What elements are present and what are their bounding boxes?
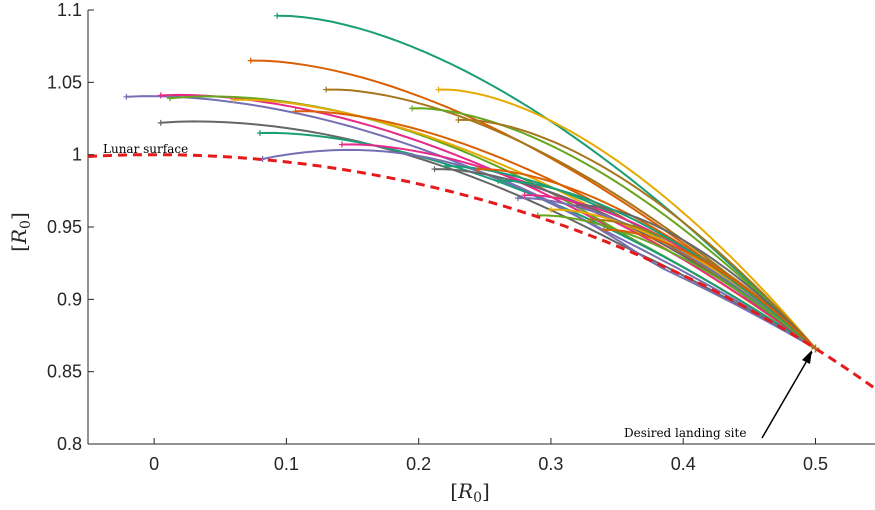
trajectory-line: [603, 228, 817, 350]
x-tick-label: 0.5: [803, 454, 828, 474]
trajectory-start-marker: [292, 108, 299, 115]
trajectory-start-marker: [409, 105, 416, 112]
trajectory-start-marker: [435, 86, 442, 93]
trajectory-start-marker: [157, 92, 164, 99]
lunar-surface-label: Lunar surface: [103, 142, 188, 156]
trajectory-start-marker: [587, 216, 594, 223]
trajectory-line: [160, 120, 817, 350]
trajectory-start-marker: [431, 166, 438, 173]
y-tick-label: 1: [72, 145, 82, 165]
axis-ticks: 0 0.1 0.2 0.3 0.4 0.5 0.8 0.85 0.9 0.95 1 1.05 1.1: [47, 0, 828, 474]
trajectory-line: [412, 107, 817, 350]
landing-site-arrow-line: [761, 351, 813, 439]
trajectory-start-marker: [600, 226, 607, 233]
annotations: Lunar surface Desired landing site: [103, 142, 813, 440]
x-tick-label: 0.4: [671, 454, 696, 474]
trajectory-start-marker: [247, 57, 254, 64]
x-tick-label: 0: [149, 454, 159, 474]
trajectory-start-marker: [442, 163, 449, 170]
y-tick-label: 1.05: [47, 72, 82, 92]
y-tick-label: 1.1: [57, 0, 82, 20]
trajectory-start-marker: [157, 119, 164, 126]
trajectory-start-marker: [455, 116, 462, 123]
trajectory-series: [123, 12, 817, 350]
y-tick-label: 0.95: [47, 217, 82, 237]
trajectory-line: [438, 88, 817, 350]
y-axis-label: [R0]: [7, 212, 34, 252]
trajectory-line: [458, 118, 817, 350]
trajectory-start-marker: [475, 166, 482, 173]
trajectory-start-marker: [274, 12, 281, 19]
trajectory-start-marker: [514, 195, 521, 202]
trajectory-start-marker: [256, 129, 263, 136]
trajectory-start-marker: [230, 96, 237, 103]
y-tick-label: 0.85: [47, 362, 82, 382]
x-tick-label: 0.1: [274, 454, 299, 474]
x-axis-label: [R0]: [450, 479, 490, 506]
trajectory-start-marker: [338, 141, 345, 148]
trajectory-line: [498, 179, 817, 350]
y-tick-label: 0.8: [57, 434, 82, 454]
trajectory-start-marker: [574, 202, 581, 209]
trajectory-line: [259, 131, 817, 350]
x-tick-label: 0.2: [406, 454, 431, 474]
trajectory-start-marker: [547, 206, 554, 213]
trajectory-start-marker: [323, 86, 330, 93]
trajectory-start-marker: [521, 192, 528, 199]
lunar-surface-line: [88, 153, 875, 390]
x-tick-label: 0.3: [538, 454, 563, 474]
lunar-surface-curve: [88, 153, 875, 390]
landing-site-label: Desired landing site: [624, 426, 746, 440]
trajectory-start-marker: [495, 177, 502, 184]
trajectory-start-marker: [167, 95, 174, 102]
trajectory-line: [537, 214, 817, 350]
axes-background: [88, 10, 875, 444]
landing-site-marker: [811, 344, 820, 353]
landing-site-arrow-head: [802, 350, 812, 364]
trajectory-start-marker: [123, 93, 130, 100]
y-tick-label: 0.9: [57, 289, 82, 309]
